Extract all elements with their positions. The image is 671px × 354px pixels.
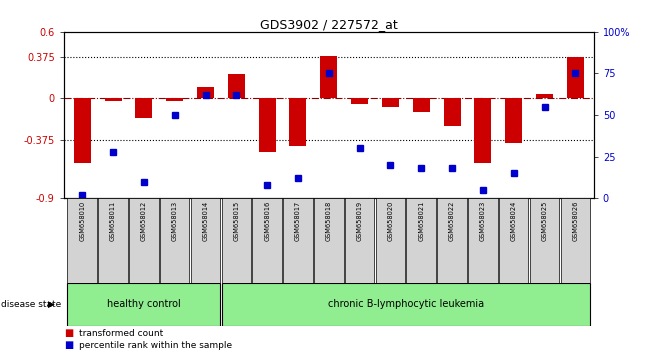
Title: GDS3902 / 227572_at: GDS3902 / 227572_at (260, 18, 398, 31)
Bar (259, 98, 276, 152)
Bar (136, 98, 152, 118)
Text: GSM658013: GSM658013 (172, 201, 178, 241)
Text: chronic B-lymphocytic leukemia: chronic B-lymphocytic leukemia (327, 299, 484, 309)
Bar (289, 98, 307, 146)
Bar (567, 57, 584, 98)
Text: GSM658011: GSM658011 (110, 201, 116, 241)
Bar (314, 198, 344, 283)
Text: GSM658012: GSM658012 (141, 201, 147, 241)
Text: ■: ■ (64, 328, 73, 338)
Bar (474, 98, 491, 163)
Text: GSM658021: GSM658021 (418, 201, 424, 241)
Text: GSM658017: GSM658017 (295, 201, 301, 241)
Text: percentile rank within the sample: percentile rank within the sample (79, 342, 231, 350)
Bar (345, 198, 374, 283)
Text: GSM658025: GSM658025 (541, 201, 548, 241)
Bar (536, 94, 553, 98)
Bar (221, 198, 251, 283)
Bar (382, 98, 399, 107)
Bar (74, 98, 91, 163)
Text: GSM658016: GSM658016 (264, 201, 270, 241)
Text: ■: ■ (64, 341, 73, 350)
Bar (283, 198, 313, 283)
Text: GSM658018: GSM658018 (326, 201, 331, 241)
Bar (505, 98, 522, 143)
Bar (560, 198, 590, 283)
Bar (98, 198, 128, 283)
Text: disease state: disease state (1, 300, 61, 309)
Text: GSM658019: GSM658019 (356, 201, 362, 241)
Bar (160, 198, 189, 283)
Text: GSM658020: GSM658020 (387, 201, 393, 241)
Bar (499, 198, 529, 283)
Bar (407, 198, 436, 283)
Bar (529, 198, 560, 283)
Text: GSM658010: GSM658010 (79, 201, 85, 241)
Text: GSM658026: GSM658026 (572, 201, 578, 241)
Bar (105, 98, 121, 101)
Text: GSM658014: GSM658014 (203, 201, 209, 241)
Bar (413, 98, 429, 112)
Text: GSM658022: GSM658022 (449, 201, 455, 241)
Bar (437, 198, 467, 283)
Bar (68, 198, 97, 283)
Bar (252, 198, 282, 283)
Bar (166, 98, 183, 101)
Bar (68, 283, 220, 326)
Bar (468, 198, 498, 283)
Bar (376, 198, 405, 283)
Text: ▶: ▶ (48, 300, 55, 309)
Bar (191, 198, 220, 283)
Bar (444, 98, 460, 126)
Text: GSM658015: GSM658015 (234, 201, 240, 241)
Bar (129, 198, 158, 283)
Text: GSM658024: GSM658024 (511, 201, 517, 241)
Bar (228, 74, 245, 98)
Text: transformed count: transformed count (79, 329, 163, 338)
Bar (221, 283, 590, 326)
Bar (197, 87, 214, 98)
Text: healthy control: healthy control (107, 299, 180, 309)
Bar (351, 98, 368, 104)
Bar (320, 56, 338, 98)
Text: GSM658023: GSM658023 (480, 201, 486, 241)
